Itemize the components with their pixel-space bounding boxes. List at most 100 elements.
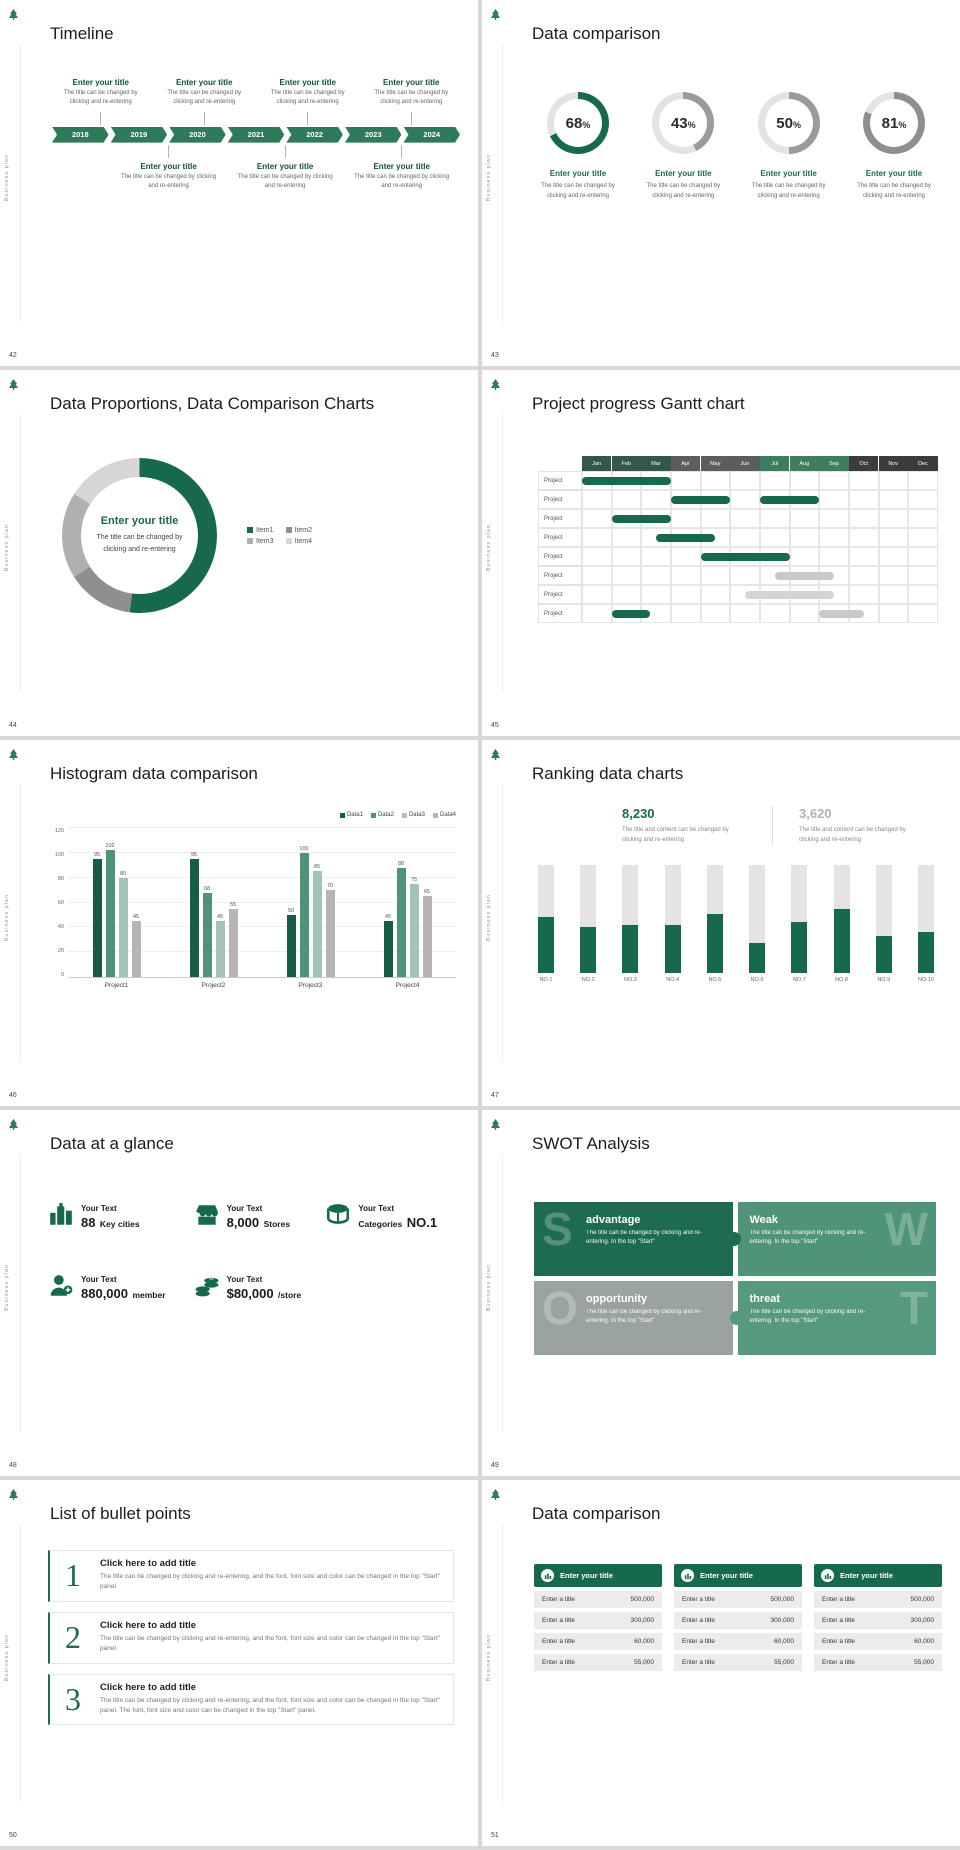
stat-caption: The title and content can be changed by … xyxy=(799,827,906,844)
histogram-bar xyxy=(422,896,432,977)
gantt-cell xyxy=(789,547,820,566)
ring-stat: 81% Enter your title The title can be ch… xyxy=(850,92,938,201)
gantt-row-label: Project xyxy=(538,528,582,547)
swot-caption: The title can be changed by clicking and… xyxy=(749,1230,866,1246)
gantt-bar xyxy=(656,533,716,542)
table-row: Enter a title 55,000 xyxy=(534,1654,662,1671)
slide-43[interactable]: Business plan 43 Data comparison 68% Ent… xyxy=(482,0,960,366)
slide-47[interactable]: Business plan 47 Ranking data charts 8,2… xyxy=(482,740,960,1106)
row-value: 55,000 xyxy=(914,1659,934,1666)
gantt-row: Project xyxy=(538,547,939,566)
slide-title: Timeline xyxy=(50,24,114,43)
stat-value: $80,000 xyxy=(226,1285,274,1301)
bar-value-label: 95 xyxy=(93,852,101,859)
table-row: Enter a title 500,000 xyxy=(814,1591,942,1608)
gantt-cell xyxy=(671,566,701,585)
swot-title: advantage xyxy=(586,1214,641,1226)
table-row: Enter a title 55,000 xyxy=(674,1654,802,1671)
gantt-cell xyxy=(878,509,909,528)
row-label: Enter a title xyxy=(822,1617,855,1624)
swot-letter: S xyxy=(542,1203,573,1255)
bar-group: 45 88 75 65 Project4 xyxy=(383,828,433,989)
gantt-cell xyxy=(908,604,939,623)
histogram-bar xyxy=(409,883,419,977)
slide-title: SWOT Analysis xyxy=(532,1134,650,1153)
gantt-month-header: Jan xyxy=(582,456,612,471)
sidebar-vertical-text: Business plan xyxy=(4,1633,10,1681)
bar-group: 50 100 85 70 Project3 xyxy=(286,828,336,989)
ranking-column: NO.5 xyxy=(706,865,723,983)
sidebar-divider xyxy=(502,413,503,693)
gantt-cell xyxy=(730,509,761,528)
sidebar-vertical-text: Business plan xyxy=(4,1263,10,1311)
table-header-label: Enter your title xyxy=(700,1571,753,1580)
slide-title: Ranking data charts xyxy=(532,764,684,783)
brand-logo-icon xyxy=(491,7,500,25)
gantt-cell xyxy=(700,471,731,490)
bar-value-label: 85 xyxy=(313,864,321,871)
gantt-month-header: May xyxy=(700,456,730,471)
data-table-header: Enter your title xyxy=(814,1564,942,1587)
row-label: Enter a title xyxy=(542,1638,575,1645)
timeline-entry-title: Enter your title xyxy=(279,78,336,87)
ranking-bar-fill xyxy=(622,924,639,974)
bullet-list: 1 Click here to add title The title can … xyxy=(48,1550,454,1735)
slide-title: List of bullet points xyxy=(50,1504,191,1523)
gantt-cell xyxy=(700,566,731,585)
gantt-cell xyxy=(849,471,879,490)
slide-46[interactable]: Business plan 46 Histogram data comparis… xyxy=(0,740,478,1106)
timeline-entry-caption: The title can be changed by clicking and… xyxy=(374,90,449,106)
timeline-entry: Enter your title The title can be change… xyxy=(156,78,254,125)
slide-44[interactable]: Business plan 44 Data Proportions, Data … xyxy=(0,370,478,736)
gantt-cell xyxy=(878,566,909,585)
stat-value: 3,620 xyxy=(799,806,832,821)
gantt-cell xyxy=(789,528,820,547)
y-tick-label: 0 xyxy=(60,972,64,978)
timeline-entry-caption: The title can be changed by clicking and… xyxy=(237,173,333,189)
row-label: Enter a title xyxy=(682,1659,715,1666)
histogram-bar xyxy=(312,871,322,977)
slide-51[interactable]: Business plan 51 Data comparison Enter y… xyxy=(482,1480,960,1846)
ranking-bar-track xyxy=(833,865,850,974)
donut-chart: Enter your title The title can be change… xyxy=(62,458,217,613)
category-label: NO.4 xyxy=(666,977,680,984)
gantt-cell xyxy=(908,528,939,547)
gantt-cell xyxy=(641,585,672,604)
gantt-cell xyxy=(760,471,790,490)
slide-42[interactable]: Business plan 42 Timeline Enter your tit… xyxy=(0,0,478,366)
gantt-cell xyxy=(582,490,612,509)
ring-caption: The title can be changed by clicking and… xyxy=(646,183,721,199)
sidebar-vertical-text: Business plan xyxy=(4,523,10,571)
bullet-body: The title can be changed by clicking and… xyxy=(100,1634,440,1653)
stat-label: Your Text xyxy=(81,1274,117,1284)
gantt-cell xyxy=(819,471,850,490)
gantt-cell xyxy=(582,528,612,547)
donut-center: Enter your title The title can be change… xyxy=(81,477,198,594)
gantt-cell xyxy=(908,566,939,585)
bullet-body: The title can be changed by clicking and… xyxy=(100,1696,440,1714)
brand-logo-icon xyxy=(9,377,18,395)
ring-stat: 68% Enter your title The title can be ch… xyxy=(534,92,622,201)
swot-caption: The title can be changed by clicking and… xyxy=(586,1309,702,1325)
stat-value: NO.1 xyxy=(406,1214,438,1230)
sidebar-divider xyxy=(20,1523,21,1803)
stat-item: Your Text $80,000 /store xyxy=(194,1273,326,1304)
slide-45[interactable]: Business plan 45 Project progress Gantt … xyxy=(482,370,960,736)
slide-50[interactable]: Business plan 50 List of bullet points 1… xyxy=(0,1480,478,1846)
progress-ring: 43% xyxy=(652,92,715,154)
table-header-label: Enter your title xyxy=(560,1571,613,1580)
timeline-entry-title: Enter your title xyxy=(383,78,440,87)
ring-percent: 68% xyxy=(565,114,591,132)
ranking-bar-fill xyxy=(791,921,808,974)
slide-48[interactable]: Business plan 48 Data at a glance Your T… xyxy=(0,1110,478,1476)
ranking-stats: 8,230 The title and content can be chang… xyxy=(622,806,938,846)
table-row: Enter a title 300,000 xyxy=(674,1612,802,1629)
swot-weakness-quad: W Weak The title can be changed by click… xyxy=(737,1202,936,1276)
slide-49[interactable]: Business plan 49 SWOT Analysis S advanta… xyxy=(482,1110,960,1476)
y-tick-label: 60 xyxy=(57,900,64,906)
stat-caption: The title and content can be changed by … xyxy=(622,827,729,844)
bar-value-label: 45 xyxy=(384,914,392,921)
gantt-bar xyxy=(611,514,671,523)
timeline-entry-caption: The title can be changed by clicking and… xyxy=(63,90,138,106)
histogram-bar xyxy=(396,867,406,977)
